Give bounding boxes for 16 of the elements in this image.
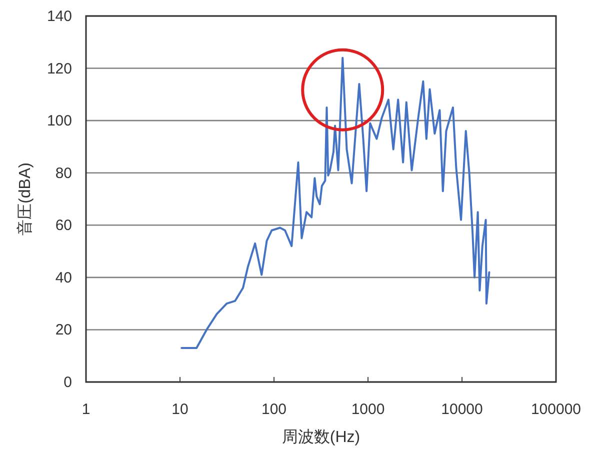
y-tick-label: 120 xyxy=(46,60,72,78)
x-tick-label: 1000 xyxy=(351,401,385,418)
y-tick-label: 80 xyxy=(55,164,72,182)
y-tick-label: 40 xyxy=(55,269,72,286)
y-tick-label: 0 xyxy=(64,374,72,391)
x-tick-label: 10 xyxy=(172,401,188,418)
x-tick-label: 1 xyxy=(82,401,90,418)
y-tick-label: 140 xyxy=(46,8,72,25)
x-axis-title: 周波数(Hz) xyxy=(282,428,360,446)
x-tick-label: 10000 xyxy=(441,401,483,418)
y-tick-label: 100 xyxy=(46,112,72,130)
x-tick-label: 100000 xyxy=(530,401,582,418)
y-tick-label: 60 xyxy=(55,217,72,234)
x-tick-label: 100 xyxy=(261,401,287,418)
y-tick-label: 20 xyxy=(55,322,72,339)
y-axis-title: 音圧(dBA) xyxy=(16,162,34,236)
